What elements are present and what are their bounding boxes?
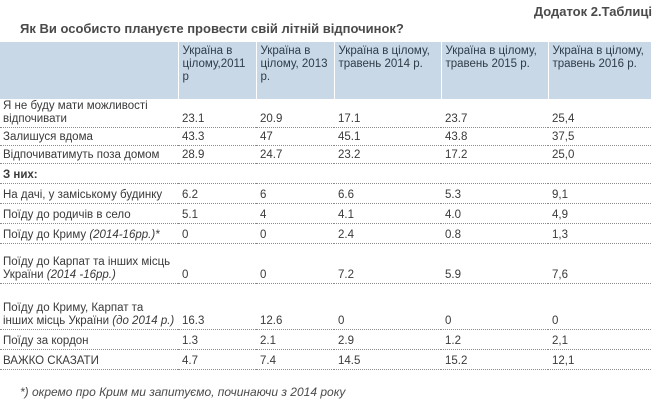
- cell-value: 12,1: [548, 349, 651, 370]
- table-row: ВАЖКО СКАЗАТИ 4.7 7.4 14.5 15.2 12,1: [0, 349, 651, 370]
- column-header: Україна в цілому, травень 2016 р.: [547, 42, 651, 99]
- survey-question: Як Ви особисто плануєте провести свій лі…: [20, 21, 404, 36]
- cell-value: [334, 163, 441, 184]
- cell-value: 0: [178, 223, 256, 244]
- column-header: Україна в цілому,2011 р: [177, 42, 256, 99]
- cell-value: 43.8: [441, 127, 548, 146]
- cell-value: 6.6: [334, 183, 441, 204]
- cell-value: 0: [441, 283, 548, 330]
- cell-value: [441, 163, 548, 184]
- cell-value: 2.1: [256, 329, 334, 350]
- cell-value: 0.8: [441, 223, 548, 244]
- cell-value: 9,1: [548, 183, 651, 204]
- header-label-cell: [0, 42, 178, 99]
- cell-value: 16.3: [178, 283, 256, 330]
- cell-value: 23.7: [441, 99, 548, 128]
- cell-value: 15.2: [441, 349, 548, 370]
- cell-value: 4.0: [441, 203, 548, 224]
- row-label: Поїду за кордон: [0, 329, 178, 350]
- cell-value: 4: [256, 203, 334, 224]
- cell-value: 5.9: [441, 243, 548, 284]
- cell-value: 4,9: [548, 203, 651, 224]
- table-row: Поїду до Криму (2014-16рр.)* 0 0 2.4 0.8…: [0, 223, 651, 244]
- cell-value: 14.5: [334, 349, 441, 370]
- table-row: Поїду до Карпат та інших місць України (…: [0, 243, 651, 284]
- cell-value: 7.4: [256, 349, 334, 370]
- table-row: На дачі, у заміському будинку 6.2 6 6.6 …: [0, 183, 651, 204]
- cell-value: 24.7: [256, 145, 334, 164]
- cell-value: 20.9: [256, 99, 334, 128]
- table-row: З них:: [0, 163, 651, 184]
- cell-value: 25,0: [548, 145, 651, 164]
- appendix-title: Додаток 2.Таблиці: [533, 4, 652, 19]
- column-header: Україна в цілому, 2013 р.: [255, 42, 334, 99]
- row-label: Залишуся вдома: [0, 127, 178, 146]
- cell-value: 0: [256, 243, 334, 284]
- cell-value: 1,3: [548, 223, 651, 244]
- cell-value: 37,5: [548, 127, 651, 146]
- cell-value: 6: [256, 183, 334, 204]
- cell-value: 2,1: [548, 329, 651, 350]
- table-row: Поїду за кордон 1.3 2.1 2.9 1.2 2,1: [0, 329, 651, 350]
- cell-value: 7,6: [548, 243, 651, 284]
- cell-value: 23.2: [334, 145, 441, 164]
- row-label: Поїду до родичів в село: [0, 203, 178, 224]
- cell-value: 25,4: [548, 99, 651, 128]
- cell-value: 47: [256, 127, 334, 146]
- table-row: Відпочиватимуть поза домом 28.9 24.7 23.…: [0, 145, 651, 164]
- cell-value: 7.2: [334, 243, 441, 284]
- cell-value: 1.3: [178, 329, 256, 350]
- table-row: Залишуся вдома 43.3 47 45.1 43.8 37,5: [0, 127, 651, 146]
- row-label: Поїду до Криму, Карпат та інших місць Ук…: [0, 283, 178, 330]
- table-header-row: Україна в цілому,2011 р Україна в цілому…: [0, 42, 651, 99]
- cell-value: 23.1: [178, 99, 256, 128]
- row-label: Поїду до Карпат та інших місць України (…: [0, 243, 178, 284]
- cell-value: 0: [178, 243, 256, 284]
- cell-value: 0: [548, 283, 651, 330]
- cell-value: [548, 163, 651, 184]
- cell-value: 5.1: [178, 203, 256, 224]
- cell-value: 43.3: [178, 127, 256, 146]
- cell-value: 4.7: [178, 349, 256, 370]
- column-header: Україна в цілому, травень 2014 р.: [333, 42, 441, 99]
- cell-value: 17.2: [441, 145, 548, 164]
- cell-value: 17.1: [334, 99, 441, 128]
- row-label: ВАЖКО СКАЗАТИ: [0, 349, 178, 370]
- cell-value: 0: [256, 223, 334, 244]
- row-label: Поїду до Криму (2014-16рр.)*: [0, 223, 178, 244]
- cell-value: 5.3: [441, 183, 548, 204]
- row-label: Я не буду мати можливості відпочивати: [0, 99, 178, 128]
- cell-value: [256, 163, 334, 184]
- row-label: Відпочиватимуть поза домом: [0, 145, 178, 164]
- table-row: Я не буду мати можливості відпочивати 23…: [0, 99, 651, 128]
- cell-value: [178, 163, 256, 184]
- footnote: *) окремо про Крим ми запитуємо, починаю…: [20, 385, 346, 399]
- cell-value: 4.1: [334, 203, 441, 224]
- cell-value: 45.1: [334, 127, 441, 146]
- cell-value: 6.2: [178, 183, 256, 204]
- cell-value: 28.9: [178, 145, 256, 164]
- cell-value: 1.2: [441, 329, 548, 350]
- cell-value: 12.6: [256, 283, 334, 330]
- table-row: Поїду до родичів в село 5.1 4 4.1 4.0 4,…: [0, 203, 651, 224]
- results-table: Україна в цілому,2011 р Україна в цілому…: [0, 42, 651, 370]
- cell-value: 2.4: [334, 223, 441, 244]
- cell-value: 2.9: [334, 329, 441, 350]
- column-header: Україна в цілому, травень 2015 р.: [440, 42, 548, 99]
- row-label: З них:: [0, 163, 178, 184]
- row-label: На дачі, у заміському будинку: [0, 183, 178, 204]
- table-row: Поїду до Криму, Карпат та інших місць Ук…: [0, 283, 651, 330]
- cell-value: 0: [334, 283, 441, 330]
